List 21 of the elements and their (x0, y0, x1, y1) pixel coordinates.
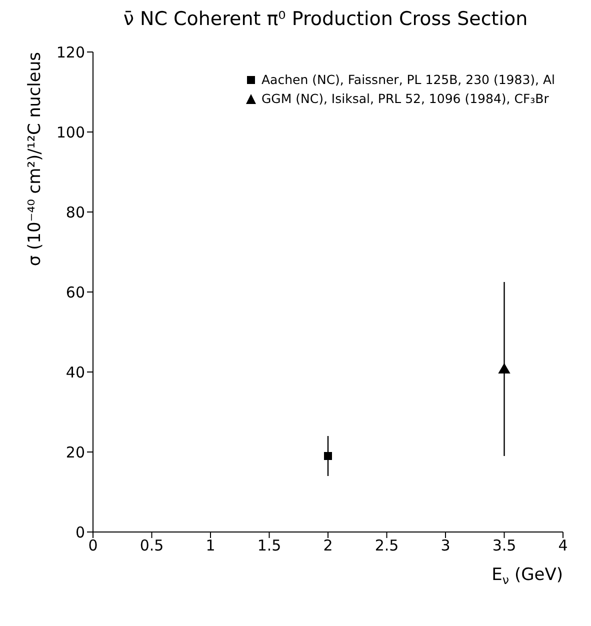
x-tick-label: 3 (440, 536, 450, 555)
legend-label: Aachen (NC), Faissner, PL 125B, 230 (1983), Al (262, 71, 555, 89)
y-tick-label: 100 (56, 123, 85, 142)
y-tick-label: 120 (56, 43, 85, 62)
chart-title: ν̄ NC Coherent π⁰ Production Cross Section (122, 8, 529, 32)
y-axis-title: σ (10⁻⁴⁰ cm²)/¹²C nucleus (25, 52, 45, 266)
x-tick-label: 1.5 (257, 536, 282, 555)
legend-label: GGM (NC), Isiksal, PRL 52, 1096 (1984), CF₃Br (262, 90, 549, 108)
y-tick-label: 0 (75, 523, 85, 542)
x-tick-label: 4 (558, 536, 568, 555)
x-tick-label: 0.5 (140, 536, 164, 555)
x-tick-label: 2 (323, 536, 333, 555)
y-tick-label: 60 (66, 283, 85, 302)
x-tick-label: 2.5 (374, 536, 399, 555)
y-tick-label: 40 (66, 363, 85, 382)
x-tick-label: 1 (206, 536, 216, 555)
y-tick-label: 80 (66, 203, 85, 222)
x-axis-title: E$_{ν}$ (GeV) (492, 565, 563, 587)
x-tick-label: 0 (88, 536, 98, 555)
y-tick-label: 20 (66, 443, 85, 462)
x-tick-label: 3.5 (492, 536, 516, 555)
